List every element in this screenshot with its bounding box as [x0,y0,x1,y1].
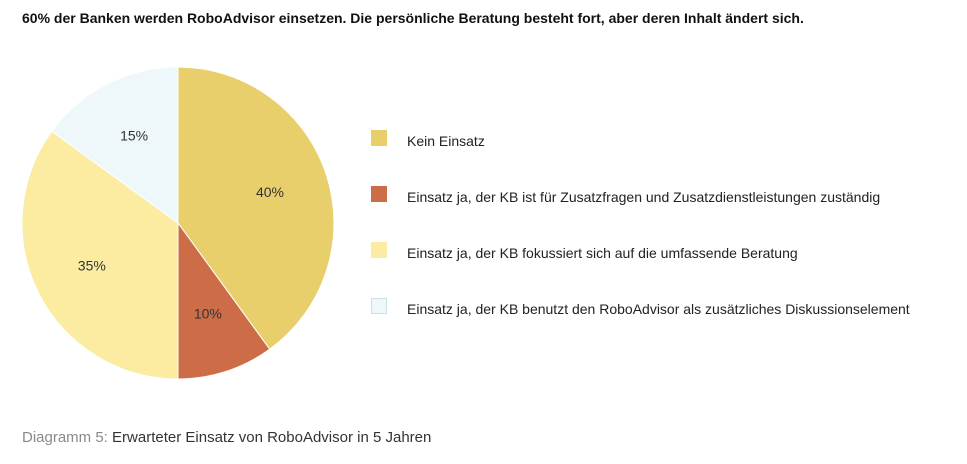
figure-caption: Diagramm 5: Erwarteter Einsatz von RoboA… [22,429,431,446]
pie-slice-label-3: 35% [78,258,106,274]
pie-slice-3 [21,130,179,380]
legend-label-4: Einsatz ja, der KB benutzt den RoboAdvis… [407,301,910,317]
legend-swatch-3 [371,242,387,258]
caption-prefix: Diagramm 5: [22,429,108,446]
legend-label-1: Kein Einsatz [407,133,485,149]
legend-swatch-1 [371,130,387,146]
pie-slice-4 [51,66,179,224]
pie-slice-label-1: 40% [256,184,284,200]
pie-slice-label-4: 15% [120,128,148,144]
caption-text: Erwarteter Einsatz von RoboAdvisor in 5 … [112,429,432,446]
chart-headline: 60% der Banken werden RoboAdvisor einset… [22,10,804,26]
pie-slice-2 [177,221,271,380]
pie-slice-label-2: 10% [194,306,222,322]
legend-swatch-2 [371,186,387,202]
legend-label-3: Einsatz ja, der KB fokussiert sich auf d… [407,245,798,261]
legend-label-2: Einsatz ja, der KB ist für Zusatzfragen … [407,189,881,205]
legend-swatch-4 [371,298,387,314]
pie-slice-1 [177,66,335,350]
